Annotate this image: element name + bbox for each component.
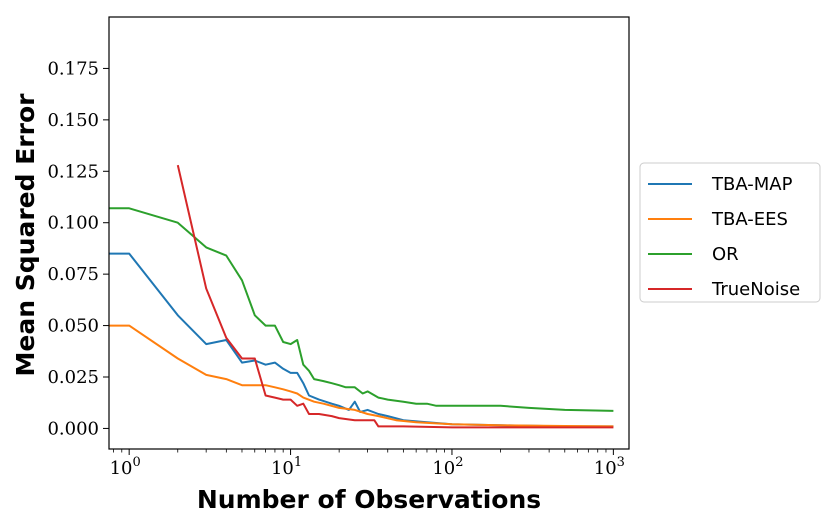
plot-frame <box>108 16 630 450</box>
y-axis: 0.000 0.025 0.050 0.075 0.100 0.125 0.150 0.175 <box>47 58 109 439</box>
plot-lines <box>109 164 614 429</box>
y-tick-label: 0.150 <box>47 110 99 131</box>
x-tick-label: 100 <box>110 455 141 479</box>
legend-label-tba-ees: TBA-EES <box>711 209 788 230</box>
y-tick-label: 0.075 <box>47 264 99 285</box>
y-tick-label: 0.100 <box>47 213 99 234</box>
y-tick-label: 0.125 <box>47 161 99 182</box>
x-tick-label: 102 <box>432 455 463 479</box>
legend: TBA-MAP TBA-EES OR TrueNoise <box>639 162 821 303</box>
y-axis-title: Mean Squared Error <box>11 93 40 377</box>
series-line-truenoise <box>176 164 614 429</box>
series-line-or <box>109 207 614 412</box>
x-tick-label: 101 <box>271 455 302 479</box>
y-tick-label: 0.050 <box>47 316 99 337</box>
legend-label-tba-map: TBA-MAP <box>711 174 793 195</box>
legend-label-truenoise: TrueNoise <box>711 279 800 300</box>
legend-label-or: OR <box>712 244 739 265</box>
series-line-tba-map <box>109 252 614 428</box>
x-tick-label: 103 <box>594 455 625 479</box>
legend-frame <box>639 162 821 303</box>
y-tick-label: 0.025 <box>47 367 99 388</box>
series-line-tba-ees <box>109 324 614 428</box>
x-axis-title: Number of Observations <box>197 485 541 514</box>
x-axis: 100 101 102 103 <box>110 449 625 479</box>
y-tick-label: 0.175 <box>47 58 99 79</box>
y-tick-label: 0.000 <box>47 418 99 439</box>
